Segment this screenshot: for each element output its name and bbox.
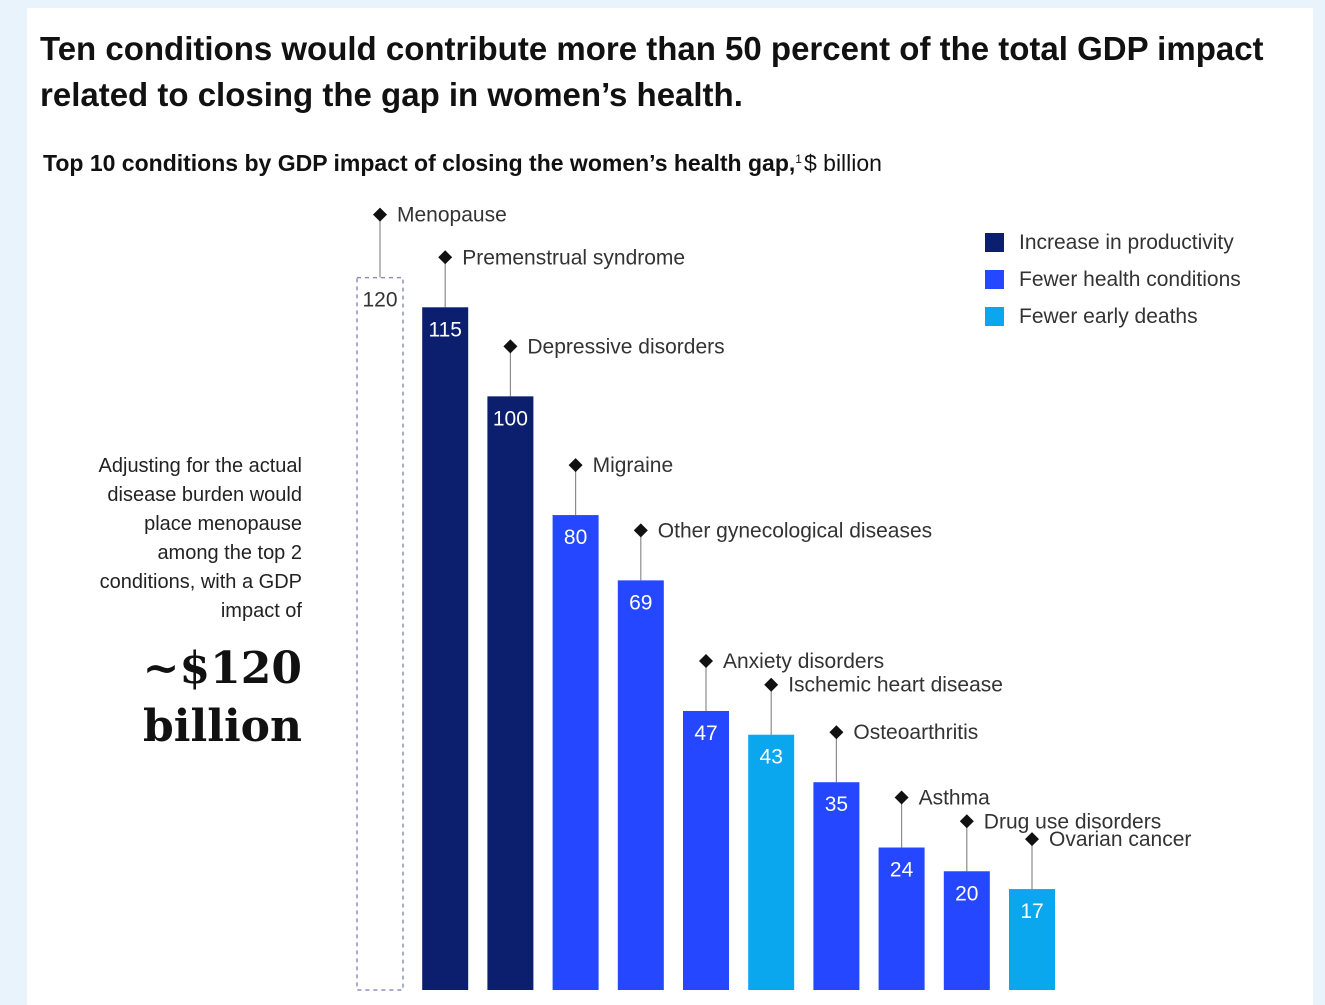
subtitle-main: Top 10 conditions by GDP impact of closi… xyxy=(43,150,796,176)
value-label-premenstrual-syndrome: 115 xyxy=(428,318,461,341)
value-label-drug-use-disorders: 20 xyxy=(955,882,978,905)
category-label-premenstrual-syndrome: Premenstrual syndrome xyxy=(462,246,685,269)
subtitle-footnote: 1 xyxy=(795,152,802,166)
category-label-osteoarthritis: Osteoarthritis xyxy=(853,721,978,744)
value-label-asthma: 24 xyxy=(890,859,914,882)
category-label-ischemic-heart-disease: Ischemic heart disease xyxy=(788,674,1003,697)
menopause-adjustment-note: Adjusting for the actual disease burden … xyxy=(98,455,302,622)
value-label-anxiety-disorders: 47 xyxy=(694,722,717,745)
value-label-ovarian-cancer: 17 xyxy=(1020,900,1043,923)
diamond-marker-osteoarthritis xyxy=(829,725,844,740)
value-label-osteoarthritis: 35 xyxy=(825,793,848,816)
value-label-other-gynecological-diseases: 69 xyxy=(629,591,652,614)
bar-migraine xyxy=(552,515,599,990)
diamond-marker-depressive-disorders xyxy=(503,339,518,354)
legend-item-health-conditions: Fewer health conditions xyxy=(985,261,1275,298)
category-label-menopause: Menopause xyxy=(397,204,507,227)
value-label-ischemic-heart-disease: 43 xyxy=(760,746,783,769)
value-label-migraine: 80 xyxy=(564,526,587,549)
diamond-marker-other-gynecological-diseases xyxy=(633,523,648,538)
legend-item-productivity: Increase in productivity xyxy=(985,224,1275,261)
diamond-marker-ischemic-heart-disease xyxy=(764,677,779,692)
subtitle-unit: $ billion xyxy=(803,150,882,176)
bar-drug-use-disorders xyxy=(943,871,990,990)
bar-depressive-disorders xyxy=(487,396,534,990)
value-label-menopause: 120 xyxy=(362,289,397,312)
bar-ischemic-heart-disease xyxy=(748,734,795,990)
legend-swatch xyxy=(985,270,1004,289)
category-label-migraine: Migraine xyxy=(593,454,674,477)
diamond-marker-menopause xyxy=(373,207,387,222)
category-label-anxiety-disorders: Anxiety disorders xyxy=(723,650,884,673)
legend-label: Increase in productivity xyxy=(1019,230,1234,254)
diamond-marker-premenstrual-syndrome xyxy=(438,250,453,265)
chart-card xyxy=(27,8,1313,1005)
bar-osteoarthritis xyxy=(813,782,860,990)
bar-other-gynecological-diseases xyxy=(617,580,664,990)
diamond-marker-drug-use-disorders xyxy=(959,814,974,829)
diamond-marker-anxiety-disorders xyxy=(699,653,713,668)
legend-swatch xyxy=(985,307,1004,326)
category-label-asthma: Asthma xyxy=(919,787,991,810)
bar-premenstrual-syndrome xyxy=(422,307,469,990)
menopause-adjusted-value: ~$120 billion xyxy=(80,640,302,756)
bar-menopause xyxy=(356,276,404,991)
adjusted-value-unit: billion xyxy=(143,701,302,752)
category-label-depressive-disorders: Depressive disorders xyxy=(527,335,724,358)
value-label-depressive-disorders: 100 xyxy=(493,407,528,430)
chart-title: Ten conditions would contribute more tha… xyxy=(40,30,1264,113)
category-label-drug-use-disorders: Drug use disorders xyxy=(984,810,1161,833)
diamond-marker-migraine xyxy=(568,458,583,473)
diamond-marker-ovarian-cancer xyxy=(1025,832,1039,847)
legend-swatch xyxy=(985,233,1004,252)
category-label-other-gynecological-diseases: Other gynecological diseases xyxy=(658,519,932,542)
legend-label: Fewer health conditions xyxy=(1019,267,1241,291)
bar-asthma xyxy=(878,847,925,990)
diamond-marker-asthma xyxy=(894,790,909,805)
adjusted-value-amount: ~$120 xyxy=(142,643,302,694)
legend: Increase in productivity Fewer health co… xyxy=(985,224,1275,335)
legend-item-early-deaths: Fewer early deaths xyxy=(985,298,1275,335)
bar-anxiety-disorders xyxy=(683,710,729,990)
category-label-ovarian-cancer: Ovarian cancer xyxy=(1049,828,1191,851)
legend-label: Fewer early deaths xyxy=(1019,304,1198,328)
chart-subtitle: Top 10 conditions by GDP impact of closi… xyxy=(43,150,1243,177)
bar-ovarian-cancer xyxy=(1009,889,1055,990)
